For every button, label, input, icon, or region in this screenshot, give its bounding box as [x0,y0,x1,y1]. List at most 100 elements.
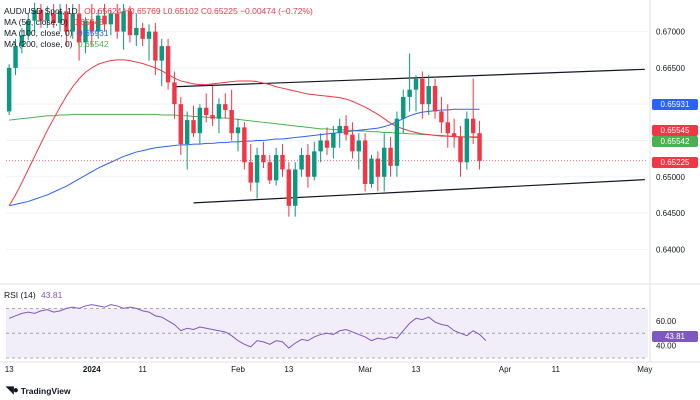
candle-body [32,9,37,21]
candle-body [242,127,247,163]
time-tick-label: May [637,365,652,374]
candle-body [102,15,107,25]
candle-body [95,15,101,32]
candle-body [324,140,330,148]
candle [350,122,355,159]
candle-body [64,11,69,32]
candle-body [248,162,253,183]
legend-ma100-value: 0.65931 [77,28,109,38]
candle-body [6,67,12,112]
candle-body [13,46,18,68]
rsi-legend[interactable]: RSI (14) 43.81 [4,290,62,301]
tradingview-logo-text: TradingView [20,385,71,396]
candle [108,9,114,36]
candle-body [432,86,438,112]
candle-body [76,13,82,43]
legend-ma50: MA (50, close, 0) [4,17,68,27]
candle [153,22,158,76]
candle [38,4,44,28]
candle-body [165,46,171,83]
candle-body [172,82,177,105]
candle-body [140,27,145,39]
candle-body [254,154,260,183]
tradingview-logo[interactable]: ◥● TradingView [6,385,71,396]
candle-body [57,11,63,23]
candle-body [134,27,139,36]
candle [159,38,164,87]
candle [57,4,63,32]
candle [204,93,209,123]
candle [337,118,342,148]
candle [413,75,419,112]
time-tick-label: 11 [139,365,148,374]
candle [127,6,133,43]
ma200-price-tag: 0.65542 [652,136,698,147]
candle [356,133,362,170]
candle-body [26,20,31,36]
ma50-price-tag: 0.65545 [652,125,698,136]
candle-body [394,118,400,166]
time-tick-label: 11 [552,365,561,374]
candle-body [261,154,266,163]
candle-body [413,78,419,90]
candle-body [45,13,50,21]
candle [331,125,336,159]
candle [89,4,95,47]
candle [286,162,292,217]
price-grid [0,0,700,363]
ma50-line [8,59,480,207]
candle [83,17,88,54]
tradingview-logo-icon: ◥● [6,385,19,396]
candle [172,71,177,119]
legend-ma50-value: 0.65545 [73,17,104,27]
candle-body [70,13,75,32]
candle-body [388,147,393,166]
legend-ma50-row[interactable]: MA (50, close, 0) 0.65545 [4,17,313,28]
candle [76,4,82,61]
candle [45,6,50,28]
candle [388,136,393,177]
candle [210,86,215,126]
rsi-pane: 60.00 40.00 [6,304,677,359]
time-axis[interactable]: 13 2024 11 Feb 13 Mar 13 Apr 11 May [5,365,653,374]
time-tick-label: 2024 [83,365,101,374]
candle-body [108,13,114,25]
candle [223,93,228,119]
candle-body [159,46,164,61]
candle [394,111,400,177]
candle [401,89,406,134]
candle [19,27,25,54]
candle [451,118,457,148]
candle [235,118,241,152]
candle [248,144,253,192]
candle-body [223,104,228,110]
candle-body [477,133,482,161]
legend-ma100-row[interactable]: MA (100, close, 0) 0.65931 [4,28,313,39]
candle [299,147,304,177]
candle-body [362,140,368,185]
legend-symbol-row: AUD/USD Spot, 1D O0.65624 H0.65769 L0.65… [4,6,313,17]
rsi-value-tag: 43.81 [652,331,698,342]
candle-body [305,154,311,177]
candle [477,120,482,170]
legend-ma100: MA (100, close, 0) [4,28,73,38]
candle-body [229,109,234,134]
candle [362,133,368,192]
time-tick-label: Mar [358,365,372,374]
legend-ma200-row[interactable]: MA (200, close, 0) 0.65542 [4,39,313,50]
channel-lower-line [193,179,645,204]
candle [261,141,266,169]
candle-body [381,147,387,177]
legend-symbol[interactable]: AUD/USD Spot, 1D [4,6,78,16]
candle [121,4,126,50]
candle-body [439,111,444,123]
candle [6,64,12,116]
candle [165,38,171,90]
candle-body [267,162,273,181]
candlesticks [6,2,482,217]
candle-body [204,107,209,116]
price-tick-label: 0.65000 [656,173,685,182]
candle [420,71,425,119]
candle [146,24,152,61]
